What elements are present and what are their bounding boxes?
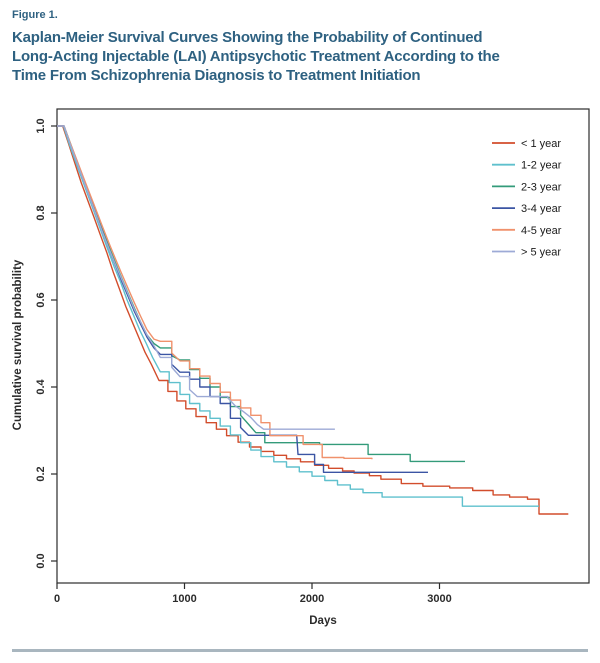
y-tick-label: 0.2 xyxy=(35,466,47,481)
legend-item: 1-2 year xyxy=(492,160,562,172)
legend-item: > 5 year xyxy=(492,247,561,259)
legend-item: 2-3 year xyxy=(492,181,562,193)
bottom-divider xyxy=(12,649,588,652)
legend-item: 4-5 year xyxy=(492,225,562,237)
figure-header: Figure 1. Kaplan-Meier Survival Curves S… xyxy=(12,9,590,85)
y-axis-label: Cumulative survival probability xyxy=(12,259,24,430)
y-axis-ticks: 0.0 0.2 0.4 0.6 0.8 1.0 xyxy=(35,118,57,569)
chart-legend: < 1 year 1-2 year 2-3 year 3-4 year 4-5 year… xyxy=(492,138,562,259)
y-tick-label: 0.4 xyxy=(35,378,47,394)
curve-1-year xyxy=(57,125,569,515)
plot-border xyxy=(56,108,590,584)
curve-1-2-year xyxy=(57,125,539,507)
legend-item: < 1 year xyxy=(492,138,561,150)
legend-label: < 1 year xyxy=(521,138,561,150)
y-tick-label: 1.0 xyxy=(35,118,47,133)
x-tick-label: 0 xyxy=(54,593,60,605)
legend-label: 2-3 year xyxy=(521,181,562,193)
legend-label: 3-4 year xyxy=(521,203,562,215)
x-axis-label: Days xyxy=(309,615,337,627)
x-axis-ticks: 0 1000 2000 3000 xyxy=(54,583,452,605)
survival-curves xyxy=(57,125,569,515)
x-tick-label: 2000 xyxy=(300,593,324,605)
figure-title-line-2: Long-Acting Injectable (LAI) Antipsychot… xyxy=(12,48,500,65)
curve-5-year xyxy=(57,125,335,430)
curve-2-3-year xyxy=(57,125,465,463)
legend-label: 1-2 year xyxy=(521,160,562,172)
figure-title-line-1: Kaplan-Meier Survival Curves Showing the… xyxy=(12,29,483,46)
legend-label: 4-5 year xyxy=(521,225,562,237)
y-tick-label: 0.6 xyxy=(35,292,47,307)
legend-item: 3-4 year xyxy=(492,203,562,215)
figure-label: Figure 1. xyxy=(12,9,58,21)
y-tick-label: 0.8 xyxy=(35,205,47,220)
curve-3-4-year xyxy=(57,125,428,473)
legend-label: > 5 year xyxy=(521,247,561,259)
x-tick-label: 3000 xyxy=(427,593,451,605)
figure-title-line-3: Time From Schizophrenia Diagnosis to Tre… xyxy=(12,67,421,84)
x-tick-label: 1000 xyxy=(172,593,196,605)
curve-4-5-year xyxy=(57,125,373,460)
figure-title: Kaplan-Meier Survival Curves Showing the… xyxy=(12,28,590,85)
y-tick-label: 0.0 xyxy=(35,553,47,568)
